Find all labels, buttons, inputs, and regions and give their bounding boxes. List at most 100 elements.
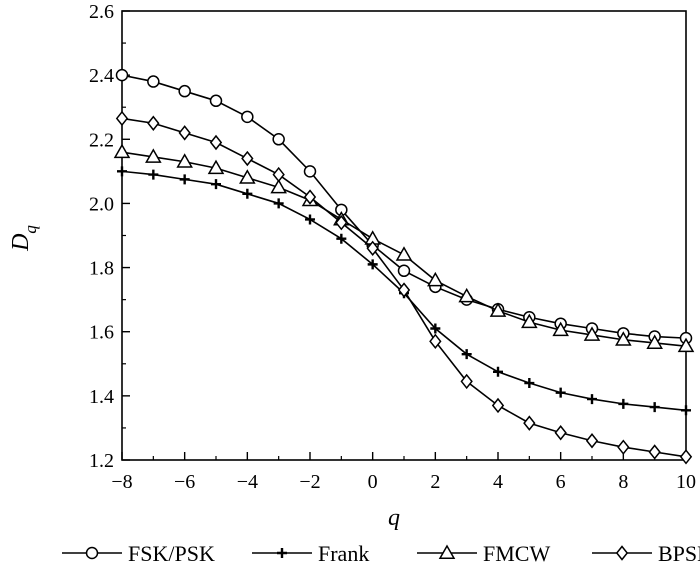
y-axis-title-subscript: q xyxy=(21,225,40,234)
y-tick-label: 1.4 xyxy=(89,386,114,408)
point-fmcw xyxy=(677,337,695,353)
x-tick-label: −6 xyxy=(174,471,195,493)
point-bpsk xyxy=(460,373,473,390)
point-fsk-psk xyxy=(241,110,254,124)
y-axis-title-main: D xyxy=(8,234,34,252)
x-axis: −8 −6 −4 −2 0 2 4 6 8 10 xyxy=(111,452,696,493)
point-bpsk xyxy=(335,214,348,231)
x-axis-title: q xyxy=(388,505,400,531)
point-bpsk xyxy=(585,433,599,449)
x-tick-label: 6 xyxy=(556,471,566,493)
legend-item-frank: Frank xyxy=(252,541,369,566)
y-tick-label: 1.2 xyxy=(89,450,114,472)
point-frank xyxy=(681,405,691,416)
plot-border xyxy=(121,10,687,461)
point-fsk-psk xyxy=(397,264,411,278)
point-frank xyxy=(242,188,253,199)
series-fsk-psk xyxy=(115,68,693,345)
point-fmcw xyxy=(458,287,475,303)
point-bpsk xyxy=(147,115,160,131)
point-fmcw xyxy=(239,169,256,184)
point-fsk-psk xyxy=(115,68,129,82)
point-fmcw xyxy=(207,159,225,175)
svg-text:Dq: Dq xyxy=(8,225,40,252)
point-fmcw xyxy=(646,334,663,349)
y-tick-label: 2.2 xyxy=(89,129,114,151)
point-bpsk xyxy=(366,240,379,257)
point-frank xyxy=(461,349,472,360)
y-tick-label: 2.4 xyxy=(89,65,114,87)
point-frank xyxy=(430,323,441,334)
point-frank xyxy=(587,394,597,405)
point-frank xyxy=(493,366,503,377)
point-bpsk xyxy=(272,166,285,183)
point-bpsk xyxy=(554,425,567,441)
point-bpsk xyxy=(523,415,536,431)
x-tick-label: 4 xyxy=(493,471,503,493)
legend-item-bpsk: BPSK xyxy=(592,541,700,566)
point-frank xyxy=(179,174,190,185)
x-tick-label: −4 xyxy=(237,471,258,493)
point-bpsk xyxy=(115,110,129,127)
point-frank xyxy=(148,169,159,180)
point-frank xyxy=(649,402,660,413)
y-tick-label: 2.6 xyxy=(89,1,114,23)
x-tick-label: 2 xyxy=(430,471,440,493)
point-frank xyxy=(555,387,566,398)
point-fmcw xyxy=(176,153,193,168)
point-bpsk xyxy=(617,439,630,455)
point-fmcw xyxy=(521,313,538,329)
point-fmcw xyxy=(427,271,444,287)
point-fsk-psk xyxy=(178,84,191,98)
point-bpsk xyxy=(241,150,254,167)
point-bpsk xyxy=(648,444,661,460)
x-tick-label: 0 xyxy=(368,471,378,493)
legend-item-fmcw: FMCW xyxy=(417,541,550,566)
series-fmcw xyxy=(113,143,695,353)
point-fsk-psk xyxy=(209,94,223,108)
point-fmcw xyxy=(145,148,162,163)
point-bpsk xyxy=(429,333,442,350)
series-bpsk xyxy=(115,110,693,465)
legend-marker-frank xyxy=(277,548,287,558)
plot-frame xyxy=(121,10,687,461)
point-fmcw xyxy=(615,331,632,346)
point-bpsk xyxy=(178,125,191,141)
y-tick-label: 1.6 xyxy=(89,322,114,344)
x-tick-label: −8 xyxy=(111,471,132,493)
legend-label-fsk-psk: FSK/PSK xyxy=(128,541,215,566)
legend-label-frank: Frank xyxy=(318,541,369,566)
point-fmcw xyxy=(270,178,287,194)
legend-label-fmcw: FMCW xyxy=(483,541,550,566)
series-layer xyxy=(113,68,695,465)
y-tick-label: 1.8 xyxy=(89,258,114,280)
point-frank xyxy=(273,198,284,209)
x-tick-label: 10 xyxy=(676,471,696,493)
legend-marker-fsk-psk xyxy=(85,546,99,560)
point-bpsk xyxy=(303,189,317,205)
y-axis-title: Dq xyxy=(8,225,40,252)
point-fmcw xyxy=(113,143,131,159)
x-tick-label: −2 xyxy=(299,471,320,493)
point-bpsk xyxy=(209,134,223,151)
point-fmcw xyxy=(395,246,413,261)
point-frank xyxy=(618,398,629,409)
point-frank xyxy=(336,233,347,244)
point-fmcw xyxy=(583,326,601,341)
point-bpsk xyxy=(397,282,411,298)
point-frank xyxy=(305,214,315,225)
legend: FSK/PSK Frank FMCW BPSK xyxy=(62,541,700,566)
series-line-fsk-psk xyxy=(121,74,687,339)
point-fsk-psk xyxy=(147,75,160,88)
point-fsk-psk xyxy=(303,165,317,178)
point-bpsk xyxy=(679,449,693,465)
legend-marker-bpsk xyxy=(615,545,629,561)
x-tick-label: 8 xyxy=(618,471,628,493)
point-bpsk xyxy=(491,397,505,414)
point-frank xyxy=(524,378,535,389)
point-frank xyxy=(367,259,378,270)
legend-marker-fmcw xyxy=(438,544,456,559)
legend-item-fsk-psk: FSK/PSK xyxy=(62,541,215,566)
legend-label-bpsk: BPSK xyxy=(658,541,700,566)
